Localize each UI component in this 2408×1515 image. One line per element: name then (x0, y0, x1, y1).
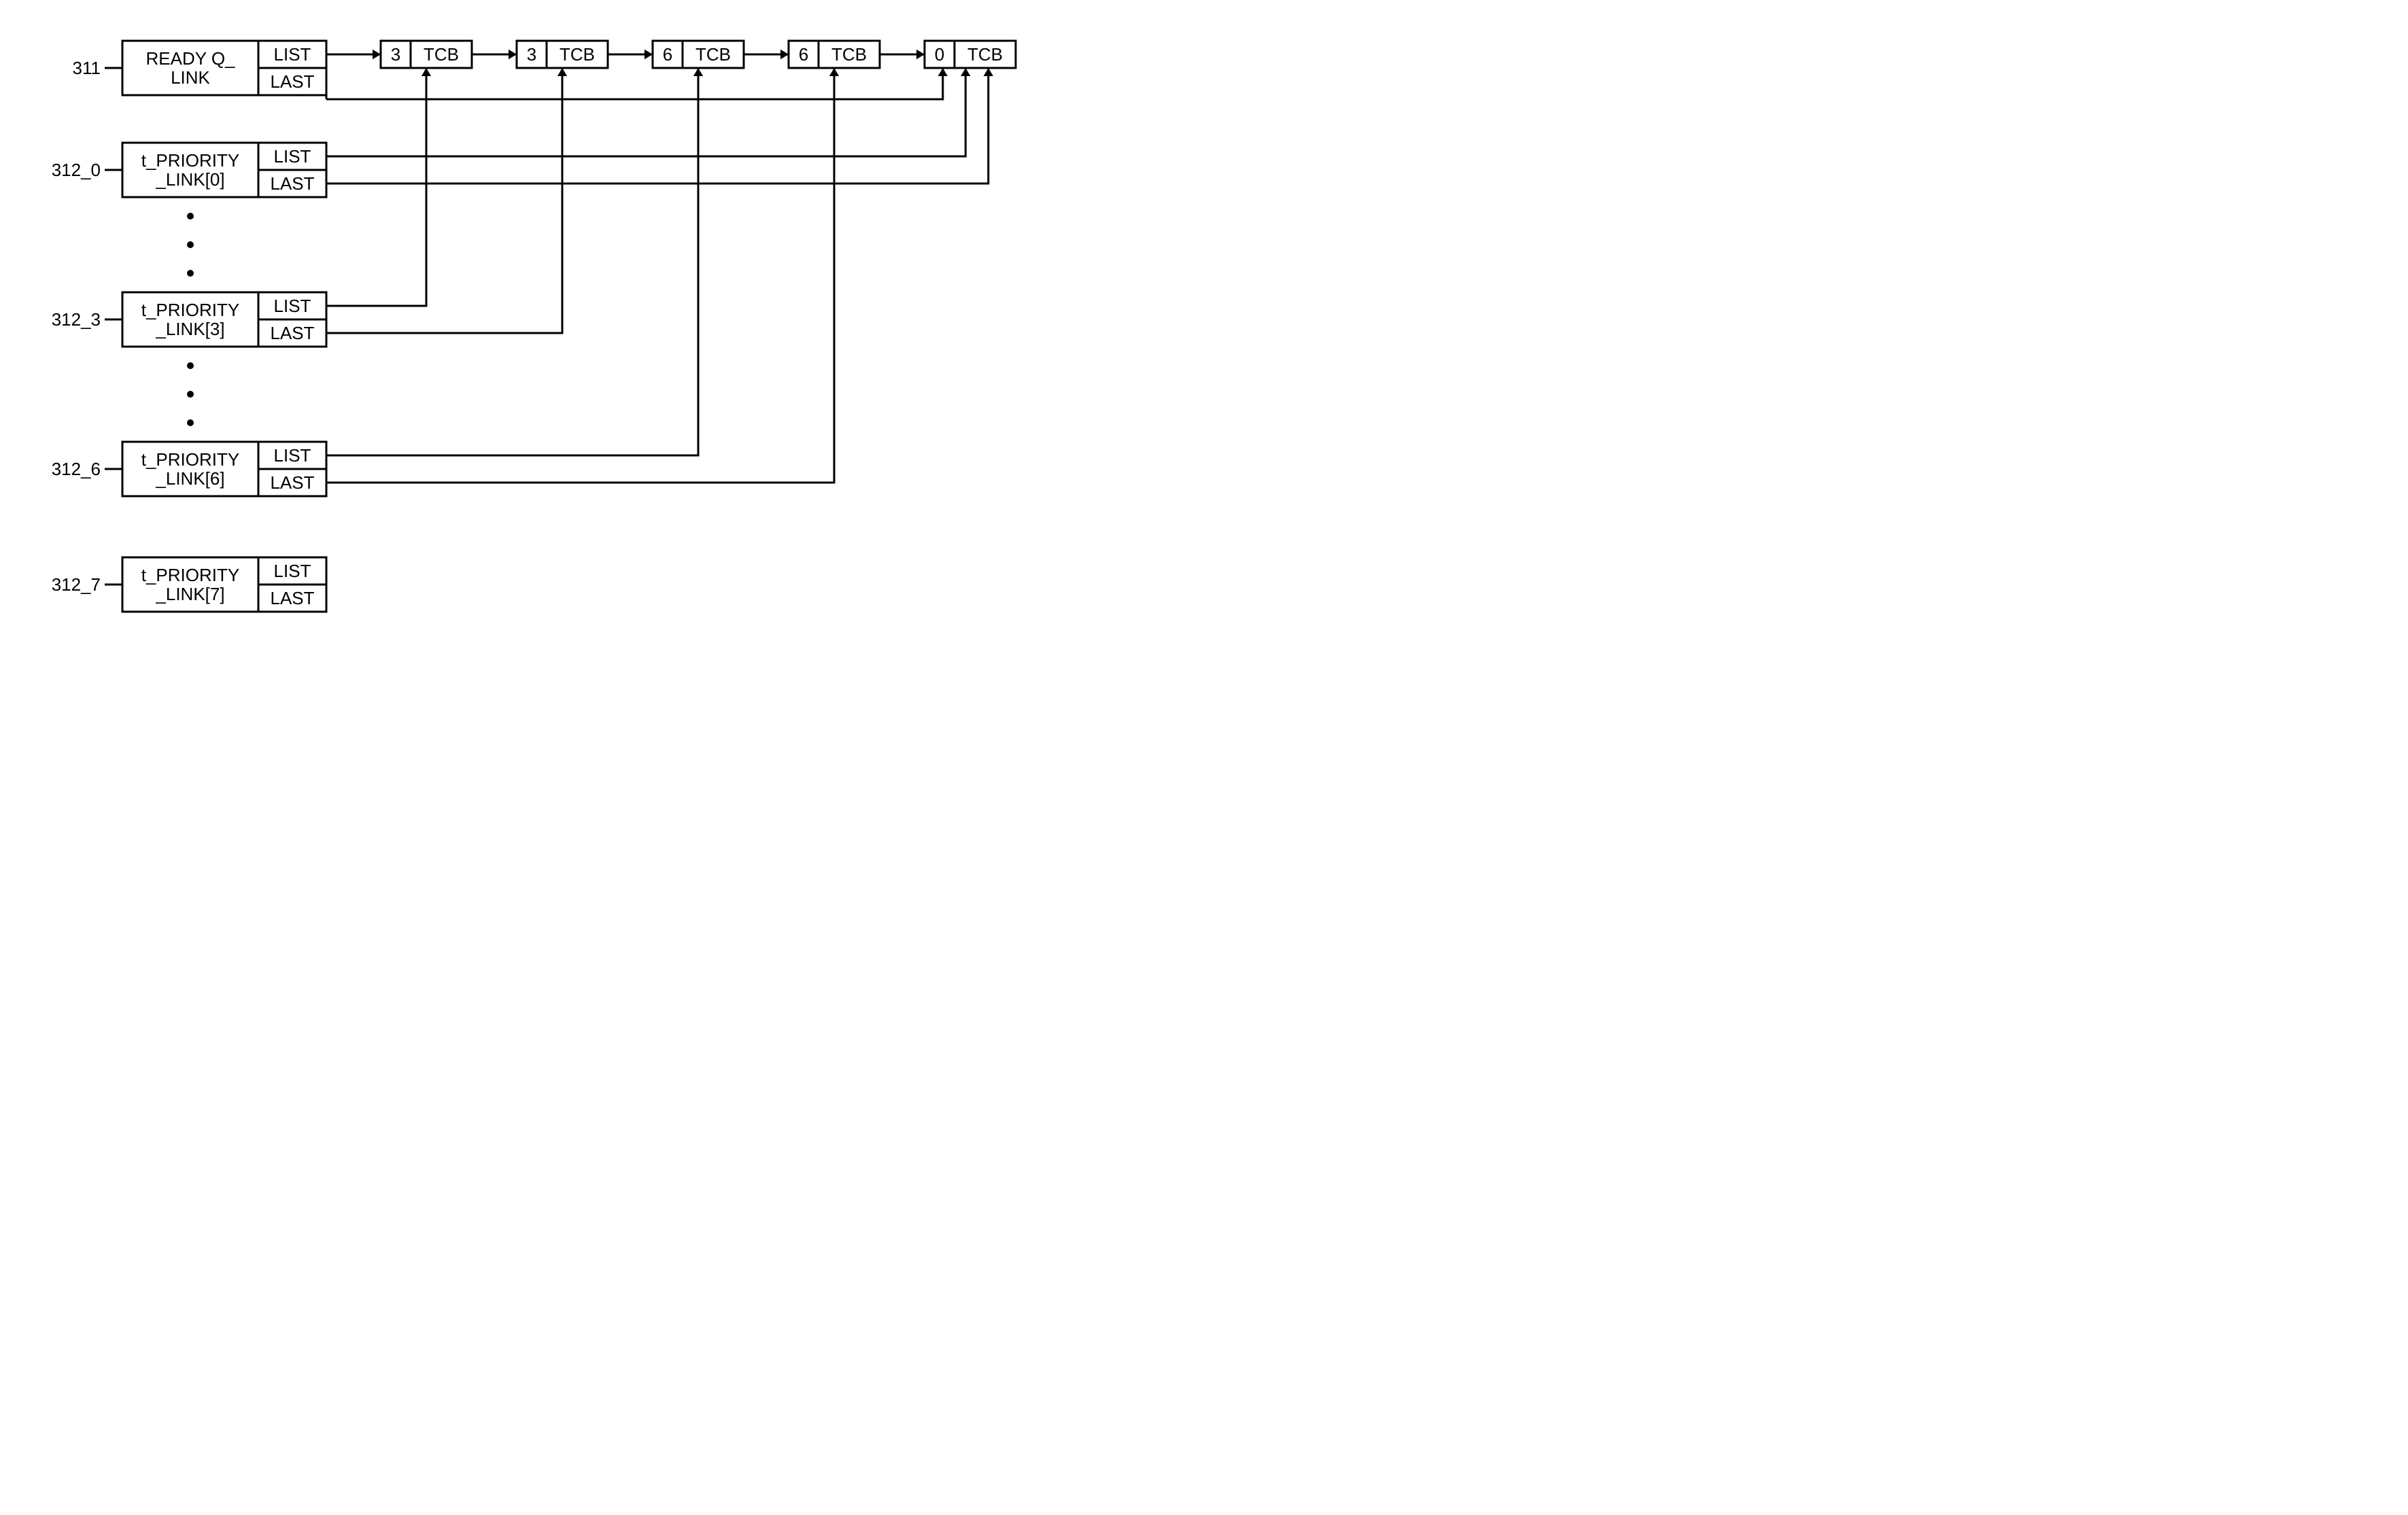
wire (326, 68, 943, 99)
vdots-icon (187, 362, 194, 369)
arrow-icon (693, 68, 703, 76)
vdots-icon (187, 213, 194, 220)
tcb-label: TCB (424, 44, 459, 65)
ref-label: 311 (73, 58, 101, 78)
tcb-num: 0 (935, 44, 944, 65)
tcb-num: 3 (391, 44, 400, 65)
tcb-label: TCB (560, 44, 595, 65)
last-label: LAST (270, 588, 314, 608)
ref-label: 312_7 (52, 574, 101, 595)
link-name-line2: _LINK[7] (155, 584, 224, 604)
link-name-line1: t_PRIORITY (141, 449, 239, 470)
list-label: LIST (274, 146, 311, 167)
arrow-icon (916, 50, 925, 59)
arrow-icon (938, 68, 948, 76)
link-name-line1: t_PRIORITY (141, 565, 239, 585)
arrow-icon (509, 50, 517, 59)
wire (326, 68, 834, 483)
tcb-label: TCB (967, 44, 1003, 65)
link-name-line1: READY Q_ (145, 48, 235, 69)
arrow-icon (829, 68, 839, 76)
vdots-icon (187, 241, 194, 248)
arrow-icon (373, 50, 381, 59)
list-label: LIST (274, 445, 311, 466)
list-label: LIST (274, 296, 311, 316)
wire (326, 68, 698, 455)
wire (326, 68, 426, 306)
tcb-label: TCB (695, 44, 731, 65)
ref-label: 312_0 (52, 160, 101, 180)
link-name-line2: _LINK[3] (155, 319, 224, 339)
vdots-icon (187, 419, 194, 426)
wire (326, 68, 562, 333)
last-label: LAST (270, 323, 314, 343)
tcb-label: TCB (831, 44, 867, 65)
tcb-num: 6 (799, 44, 808, 65)
link-name-line2: _LINK[0] (155, 169, 224, 190)
vdots-icon (187, 270, 194, 277)
ref-label: 312_3 (52, 309, 101, 330)
link-name-line2: _LINK[6] (155, 468, 224, 489)
arrow-icon (961, 68, 970, 76)
arrow-icon (780, 50, 789, 59)
list-label: LIST (274, 44, 311, 65)
link-name-line1: t_PRIORITY (141, 150, 239, 171)
wire (326, 68, 965, 156)
tcb-num: 3 (527, 44, 536, 65)
arrow-icon (644, 50, 653, 59)
last-label: LAST (270, 472, 314, 493)
ref-label: 312_6 (52, 459, 101, 479)
list-label: LIST (274, 561, 311, 581)
diagram-canvas: READY Q_LINKLISTLAST311t_PRIORITY_LINK[0… (0, 0, 1224, 775)
vdots-icon (187, 391, 194, 398)
link-name-line1: t_PRIORITY (141, 300, 239, 320)
arrow-icon (422, 68, 431, 76)
arrow-icon (984, 68, 993, 76)
last-label: LAST (270, 173, 314, 194)
arrow-icon (557, 68, 567, 76)
tcb-num: 6 (663, 44, 672, 65)
last-label: LAST (270, 71, 314, 92)
link-name-line2: LINK (171, 67, 210, 88)
